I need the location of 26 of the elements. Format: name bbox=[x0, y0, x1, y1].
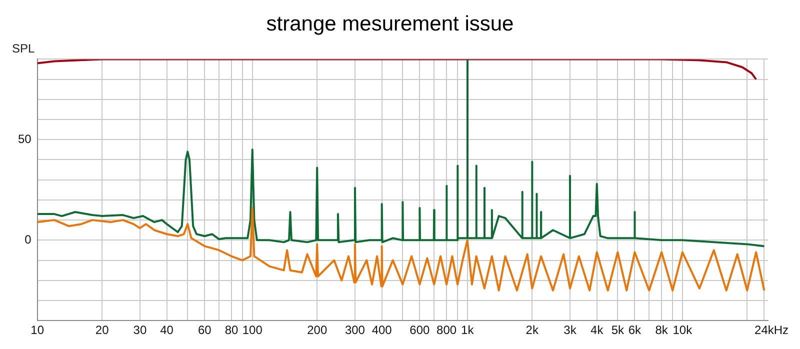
x-tick-label: 40 bbox=[160, 323, 174, 338]
x-tick-label: 4k bbox=[590, 323, 604, 338]
y-tick-label: 0 bbox=[24, 232, 32, 246]
x-tick-label: 6k bbox=[628, 323, 642, 338]
x-tick-label: 8k bbox=[655, 323, 669, 338]
x-tick-label: 10k bbox=[672, 323, 694, 338]
x-tick-label: 600 bbox=[410, 323, 430, 338]
x-tick-label: 80 bbox=[224, 323, 239, 338]
x-tick-label: 30 bbox=[133, 323, 147, 338]
x-tick-label: 400 bbox=[372, 323, 392, 338]
x-tick-label: 800 bbox=[436, 323, 457, 338]
chart-title: strange mesurement issue bbox=[266, 12, 514, 36]
x-tick-label: 5k bbox=[611, 323, 626, 338]
x-tick-label: 10 bbox=[30, 323, 44, 338]
x-tick-label: 60 bbox=[198, 323, 212, 338]
x-tick-label: 300 bbox=[344, 323, 366, 338]
y-axis-title: SPL bbox=[12, 42, 36, 56]
x-axis-title: Hz bbox=[774, 322, 789, 337]
x-tick-label: 1k bbox=[461, 323, 475, 338]
y-tick-label: 50 bbox=[18, 132, 32, 146]
x-tick-label: 3k bbox=[564, 323, 578, 338]
x-tick-label: 20 bbox=[95, 323, 110, 338]
x-tick-label: 2k bbox=[526, 323, 540, 338]
x-tick-label: 24k bbox=[754, 323, 775, 338]
x-tick-label: 100 bbox=[242, 323, 263, 338]
x-tick-label: 200 bbox=[307, 323, 328, 338]
